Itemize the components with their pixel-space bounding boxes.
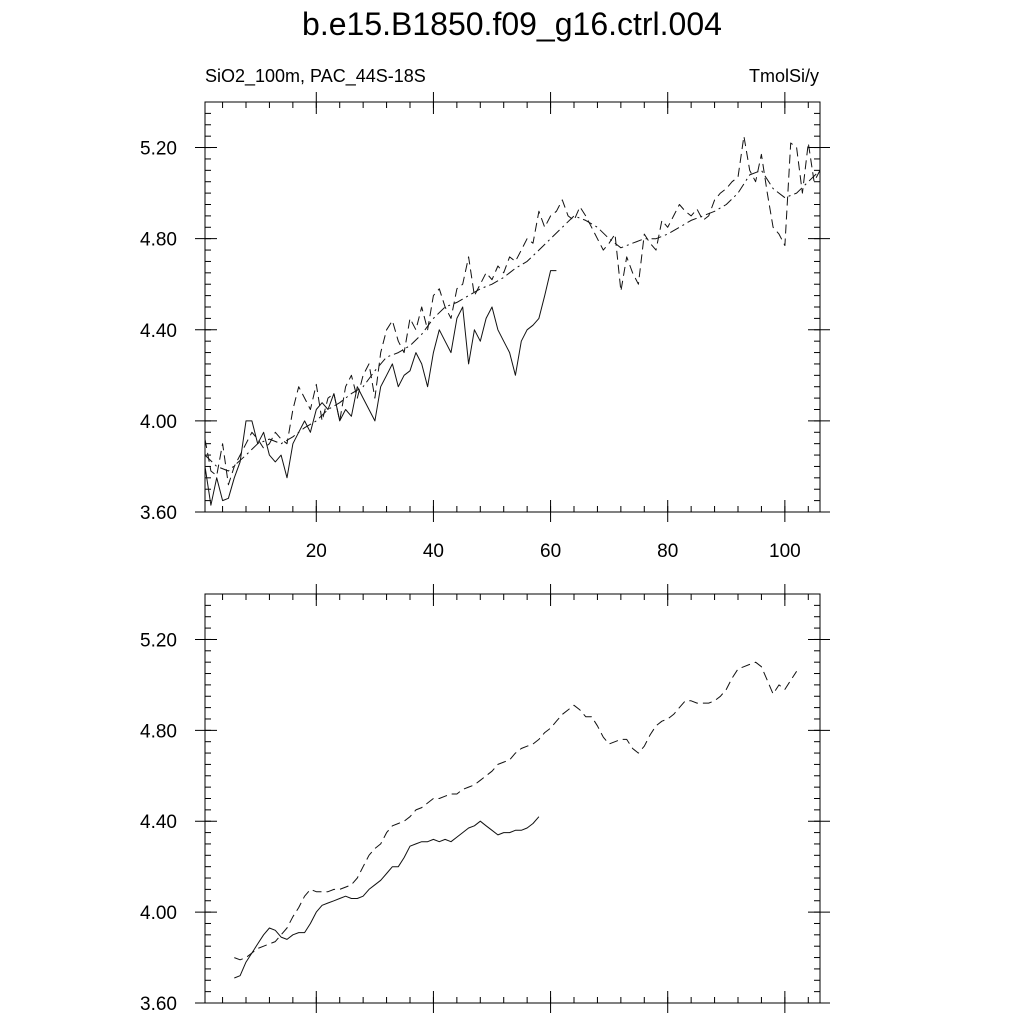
lower-y-tick-label: 4.00: [140, 903, 177, 924]
upper-x-tick-label: 100: [769, 541, 801, 562]
upper-series-dashdot-line: [204, 169, 821, 472]
lower-panel: 3.60 4.00 4.40 4.80 5.20: [140, 584, 830, 1015]
upper-series-solid-line: [204, 270, 557, 506]
upper-panel-right-label: TmolSi/y: [749, 66, 819, 86]
upper-x-tick-label: 60: [540, 541, 561, 562]
upper-x-tick-label: 80: [657, 541, 678, 562]
lower-series-solid-line: [234, 816, 540, 979]
upper-plot-frame: [204, 101, 821, 513]
upper-y-tick-label: 3.60: [140, 503, 177, 524]
lower-y-tick-label: 3.60: [140, 994, 177, 1015]
lower-y-tick-label: 5.20: [140, 630, 177, 651]
upper-x-tick-label: 20: [306, 541, 327, 562]
upper-y-tick-label: 4.00: [140, 412, 177, 433]
upper-series-dashed-line: [204, 135, 821, 486]
upper-panel-left-label: SiO2_100m, PAC_44S-18S: [205, 66, 426, 87]
upper-y-tick-label: 5.20: [140, 139, 177, 160]
lower-y-tick-label: 4.80: [140, 721, 177, 742]
upper-y-tick-label: 4.40: [140, 321, 177, 342]
chart-title: b.e15.B1850.f09_g16.ctrl.004: [302, 6, 722, 42]
upper-x-tick-label: 40: [423, 541, 444, 562]
upper-panel: SiO2_100m, PAC_44S-18S TmolSi/y 3.60 4.00…: [140, 66, 830, 562]
lower-y-tick-label: 4.40: [140, 812, 177, 833]
lower-plot-frame: [204, 593, 821, 1004]
lower-series-dashed-line: [234, 661, 798, 961]
upper-y-tick-label: 4.80: [140, 230, 177, 251]
